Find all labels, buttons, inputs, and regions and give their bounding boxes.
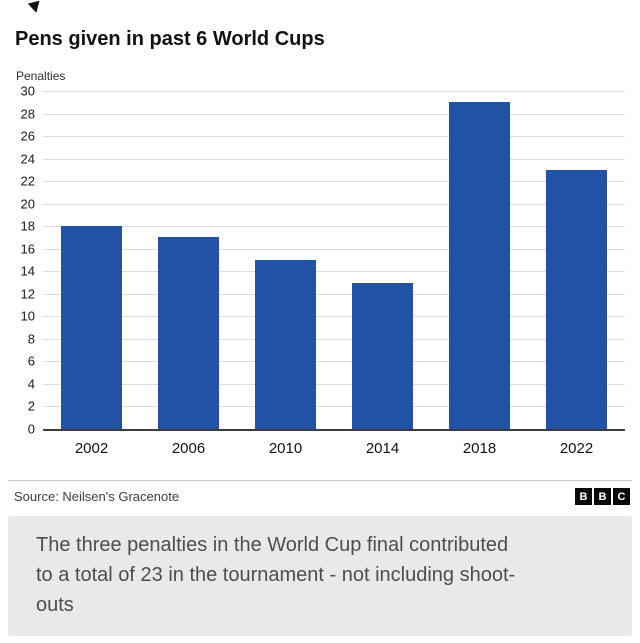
x-tick-label-2006: 2006 <box>171 440 206 457</box>
bar-column-2022 <box>528 91 625 429</box>
x-axis-labels: 2002 2006 2010 2014 2018 2022 <box>43 440 625 457</box>
bar-2010 <box>255 260 316 429</box>
gridline <box>43 226 625 228</box>
y-tick-label-20: 20 <box>20 196 35 212</box>
gridline <box>43 113 625 115</box>
gridline <box>43 271 625 273</box>
y-tick-label-30: 30 <box>20 83 35 99</box>
bbc-logo-letter-1: B <box>575 488 592 505</box>
bar-column-2014 <box>334 91 431 429</box>
bar-column-2002 <box>43 91 140 429</box>
y-tick-label-10: 10 <box>20 308 35 324</box>
caption-box: The three penalties in the World Cup fin… <box>8 516 632 636</box>
bar-column-2010 <box>237 91 334 429</box>
gridline <box>43 338 625 340</box>
gridline <box>43 136 625 138</box>
y-tick-label-6: 6 <box>27 353 35 369</box>
y-axis-title: Penalties <box>16 69 66 83</box>
y-tick-label-2: 2 <box>27 398 35 414</box>
bar-chart: 0 2 4 6 8 10 12 14 16 18 20 22 24 26 28 30 2002 2006 2010… <box>21 84 625 457</box>
gridline <box>43 361 625 363</box>
y-tick-label-12: 12 <box>20 286 35 302</box>
x-tick-label-2010: 2010 <box>268 440 303 457</box>
x-tick-label-2002: 2002 <box>74 440 109 457</box>
gridline <box>43 248 625 250</box>
caption-text: The three penalties in the World Cup fin… <box>36 534 516 616</box>
bar-2014 <box>352 282 413 429</box>
bar-column-2006 <box>140 91 237 429</box>
x-tick-label-2018: 2018 <box>462 440 497 457</box>
y-tick-label-4: 4 <box>27 376 35 392</box>
bar-column-2018 <box>431 91 528 429</box>
bar-2006 <box>158 237 219 429</box>
y-tick-label-22: 22 <box>20 173 35 189</box>
chart-title: Pens given in past 6 World Cups <box>15 28 325 50</box>
y-tick-label-14: 14 <box>20 263 35 279</box>
y-tick-label-18: 18 <box>20 218 35 234</box>
plot-area: 0 2 4 6 8 10 12 14 16 18 20 22 24 26 28 30 <box>21 84 625 437</box>
source-row: Source: Neilsen's Gracenote B B C <box>8 480 632 513</box>
gridline <box>43 406 625 408</box>
bbc-logo-letter-3: C <box>613 488 630 505</box>
gridline <box>43 203 625 205</box>
bars <box>43 91 625 429</box>
y-tick-label-28: 28 <box>20 106 35 122</box>
bbc-logo-letter-2: B <box>594 488 611 505</box>
y-tick-label-26: 26 <box>20 128 35 144</box>
gridline <box>43 383 625 385</box>
y-tick-label-8: 8 <box>27 331 35 347</box>
y-tick-label-16: 16 <box>20 241 35 257</box>
y-tick-label-0: 0 <box>27 421 35 437</box>
bar-2002 <box>61 226 122 429</box>
gridline <box>43 158 625 160</box>
gridline <box>43 293 625 295</box>
chart-card: Pens given in past 6 World Cups Penaltie… <box>15 28 625 457</box>
source-text: Source: Neilsen's Gracenote <box>14 489 180 504</box>
x-tick-label-2014: 2014 <box>365 440 400 457</box>
gridline <box>43 91 625 92</box>
gridline <box>43 181 625 183</box>
gridline <box>43 316 625 318</box>
bar-2018 <box>449 102 510 429</box>
bar-2022 <box>546 169 607 429</box>
x-tick-label-2022: 2022 <box>559 440 594 457</box>
y-tick-label-24: 24 <box>20 151 35 167</box>
bbc-logo: B B C <box>575 488 630 505</box>
